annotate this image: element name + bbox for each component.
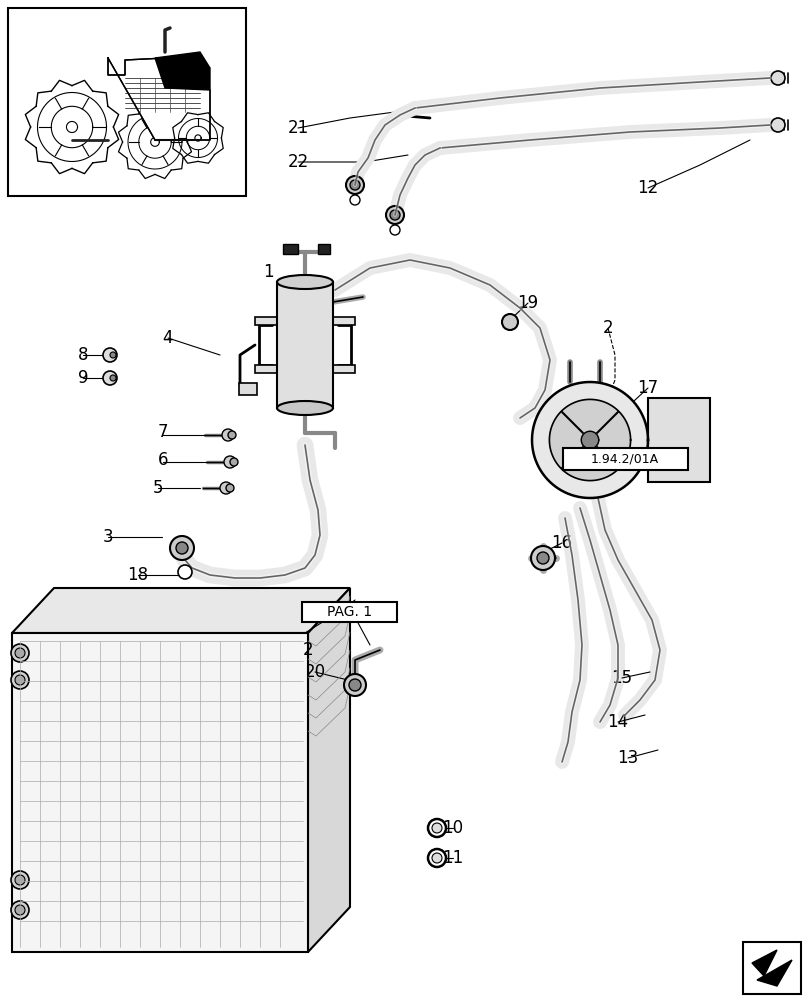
Circle shape xyxy=(109,375,116,381)
Text: 21: 21 xyxy=(287,119,308,137)
Circle shape xyxy=(15,905,25,915)
Bar xyxy=(255,365,354,373)
Circle shape xyxy=(178,565,191,579)
Circle shape xyxy=(11,671,29,689)
Bar xyxy=(647,398,709,482)
Polygon shape xyxy=(108,58,210,140)
Text: PAG. 1: PAG. 1 xyxy=(327,605,372,619)
Text: 1.94.2/01A: 1.94.2/01A xyxy=(590,452,659,466)
Text: 13: 13 xyxy=(616,749,637,767)
Circle shape xyxy=(224,456,236,468)
Text: 8: 8 xyxy=(78,346,88,364)
Text: 2: 2 xyxy=(303,641,313,659)
Circle shape xyxy=(11,871,29,889)
Circle shape xyxy=(103,371,117,385)
Circle shape xyxy=(389,225,400,235)
Text: 19: 19 xyxy=(517,294,538,312)
Circle shape xyxy=(350,180,359,190)
Bar xyxy=(318,244,329,254)
Text: 18: 18 xyxy=(127,566,148,584)
Text: 20: 20 xyxy=(304,663,325,681)
Circle shape xyxy=(15,648,25,658)
Circle shape xyxy=(230,458,238,466)
Circle shape xyxy=(770,118,784,132)
Polygon shape xyxy=(155,52,210,90)
Text: 22: 22 xyxy=(287,153,308,171)
Circle shape xyxy=(344,674,366,696)
Text: 5: 5 xyxy=(152,479,163,497)
Polygon shape xyxy=(581,431,598,449)
Text: 6: 6 xyxy=(157,451,168,469)
Text: 3: 3 xyxy=(102,528,114,546)
Text: 17: 17 xyxy=(637,379,658,397)
Circle shape xyxy=(349,679,361,691)
Circle shape xyxy=(228,431,236,439)
Circle shape xyxy=(389,210,400,220)
Polygon shape xyxy=(0,410,1,440)
Text: 9: 9 xyxy=(78,369,88,387)
Text: 4: 4 xyxy=(162,329,173,347)
Circle shape xyxy=(345,176,363,194)
Circle shape xyxy=(176,542,188,554)
Circle shape xyxy=(11,644,29,662)
Circle shape xyxy=(431,853,441,863)
Polygon shape xyxy=(751,950,776,976)
Text: 12: 12 xyxy=(637,179,658,197)
Circle shape xyxy=(15,875,25,885)
Text: 1: 1 xyxy=(263,263,273,281)
Circle shape xyxy=(221,429,234,441)
Polygon shape xyxy=(531,382,647,498)
Text: 10: 10 xyxy=(442,819,463,837)
Circle shape xyxy=(530,546,554,570)
Circle shape xyxy=(350,195,359,205)
Text: 11: 11 xyxy=(442,849,463,867)
Circle shape xyxy=(385,206,404,224)
Circle shape xyxy=(109,352,116,358)
Circle shape xyxy=(427,819,445,837)
Circle shape xyxy=(427,849,445,867)
Bar xyxy=(238,383,257,395)
Circle shape xyxy=(431,823,441,833)
Text: 2: 2 xyxy=(602,319,612,337)
Bar xyxy=(255,317,354,325)
Text: 14: 14 xyxy=(607,713,628,731)
Circle shape xyxy=(15,675,25,685)
Text: 7: 7 xyxy=(157,423,168,441)
Polygon shape xyxy=(756,960,791,986)
Polygon shape xyxy=(307,588,350,952)
Bar xyxy=(283,244,298,254)
Circle shape xyxy=(11,901,29,919)
Circle shape xyxy=(770,71,784,85)
Bar xyxy=(8,8,246,196)
Polygon shape xyxy=(12,588,350,633)
Circle shape xyxy=(169,536,194,560)
Ellipse shape xyxy=(277,275,333,289)
Circle shape xyxy=(220,482,232,494)
Bar xyxy=(302,602,397,622)
Bar xyxy=(277,282,333,408)
Ellipse shape xyxy=(277,401,333,415)
Polygon shape xyxy=(12,633,307,952)
Text: 16: 16 xyxy=(551,534,572,552)
Bar xyxy=(562,448,687,470)
Text: 15: 15 xyxy=(611,669,632,687)
Polygon shape xyxy=(549,399,630,481)
Circle shape xyxy=(536,552,548,564)
Circle shape xyxy=(103,348,117,362)
Bar xyxy=(742,942,800,994)
Circle shape xyxy=(225,484,234,492)
Circle shape xyxy=(501,314,517,330)
